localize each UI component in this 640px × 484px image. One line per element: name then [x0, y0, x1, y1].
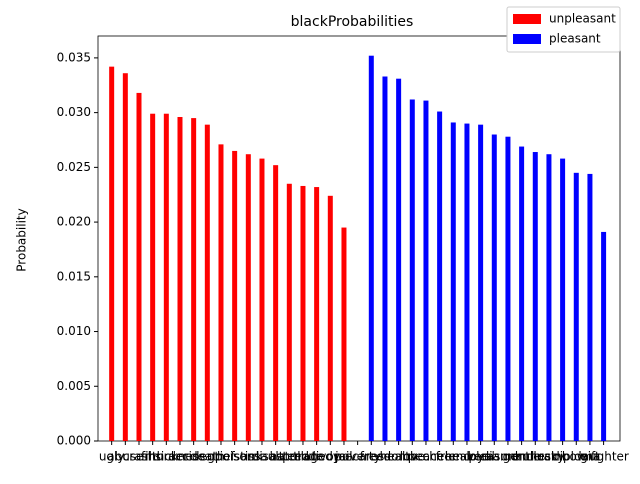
bar	[191, 118, 197, 441]
bar	[109, 66, 115, 441]
x-tick-label: divorce	[308, 450, 352, 464]
chart-title: blackProbabilities	[291, 14, 414, 30]
legend-swatch	[513, 14, 541, 24]
x-tick-label: abuse	[107, 450, 143, 464]
bar	[204, 124, 210, 441]
x-tick-label: tragedy	[293, 450, 340, 464]
bar	[546, 154, 552, 441]
bar	[587, 173, 593, 441]
x-tick-label: stink	[234, 450, 263, 464]
bar	[382, 76, 388, 441]
bar	[491, 134, 497, 441]
bar	[532, 152, 538, 441]
x-tick-label: sickness	[155, 450, 206, 464]
plot-frame	[97, 35, 621, 442]
bar	[519, 146, 525, 441]
bar	[368, 55, 374, 442]
bar	[327, 195, 333, 441]
x-tick-label: diamond	[482, 450, 535, 464]
x-tick-label: cheer	[423, 450, 457, 464]
bar	[560, 158, 566, 441]
bar	[423, 100, 429, 441]
bar	[396, 78, 402, 442]
x-tick-label: ugly	[99, 450, 125, 464]
legend-label: pleasant	[549, 32, 601, 46]
bar	[464, 123, 470, 441]
bar	[163, 113, 169, 441]
x-tick-label: gentle	[503, 450, 541, 464]
x-tick-label: jail	[334, 450, 352, 464]
x-tick-label: caress	[352, 450, 391, 464]
x-tick-label: rainbow	[539, 450, 587, 464]
bar	[300, 185, 306, 441]
bar	[136, 92, 142, 442]
legend-swatch	[513, 34, 541, 44]
bar	[273, 165, 279, 441]
x-tick-label: freedom	[360, 450, 410, 464]
bar	[122, 73, 128, 441]
x-tick-label: death	[190, 450, 225, 464]
bar	[150, 113, 156, 441]
x-tick-label: poverty	[335, 450, 381, 464]
y-tick-label: 0.030	[57, 105, 91, 119]
x-tick-label: peace	[408, 450, 444, 464]
x-tick-label: pleasure	[468, 450, 520, 464]
bar	[218, 144, 224, 441]
y-tick-label: 0.015	[57, 269, 91, 283]
y-axis-label: Probability	[15, 208, 29, 271]
bar	[409, 99, 415, 442]
x-tick-label: laughter	[578, 450, 629, 464]
bar	[245, 154, 251, 441]
bar	[259, 158, 265, 441]
x-tick-label: crash	[123, 450, 156, 464]
y-tick-label: 0.020	[57, 215, 91, 229]
x-tick-label: pollute	[282, 450, 323, 464]
bar	[341, 227, 347, 441]
x-tick-label: accident	[168, 450, 219, 464]
bar	[573, 172, 579, 441]
x-tick-label: disaster	[252, 450, 300, 464]
x-tick-label: murder	[144, 450, 188, 464]
y-tick-label: 0.035	[57, 50, 91, 64]
x-tick-label: health	[380, 450, 418, 464]
bar	[177, 117, 183, 441]
x-tick-label: love	[400, 450, 425, 464]
x-tick-label: heaven	[445, 450, 489, 464]
x-tick-label: honest	[515, 450, 556, 464]
x-tick-label: hatred	[270, 450, 309, 464]
x-tick-label: filth	[141, 450, 164, 464]
x-tick-label: friend	[436, 450, 471, 464]
x-tick-label: loyal	[466, 450, 494, 464]
y-tick-label: 0.025	[57, 160, 91, 174]
bar	[601, 231, 607, 441]
x-tick-label: grief	[207, 450, 235, 464]
legend-label: unpleasant	[549, 12, 616, 26]
y-tick-label: 0.000	[57, 434, 91, 448]
bar	[232, 150, 238, 441]
y-tick-label: 0.010	[57, 324, 91, 338]
y-tick-label: 0.005	[57, 379, 91, 393]
bar	[437, 111, 443, 441]
x-tick-label: gift	[580, 450, 600, 464]
bar	[505, 136, 511, 441]
bar	[314, 187, 320, 441]
bar	[450, 122, 456, 442]
x-tick-label: assault	[241, 450, 284, 464]
bar	[286, 183, 292, 441]
x-tick-label: poison	[215, 450, 255, 464]
bar	[478, 124, 484, 441]
x-tick-label: lucky	[533, 450, 564, 464]
x-tick-label: diploma	[552, 450, 600, 464]
